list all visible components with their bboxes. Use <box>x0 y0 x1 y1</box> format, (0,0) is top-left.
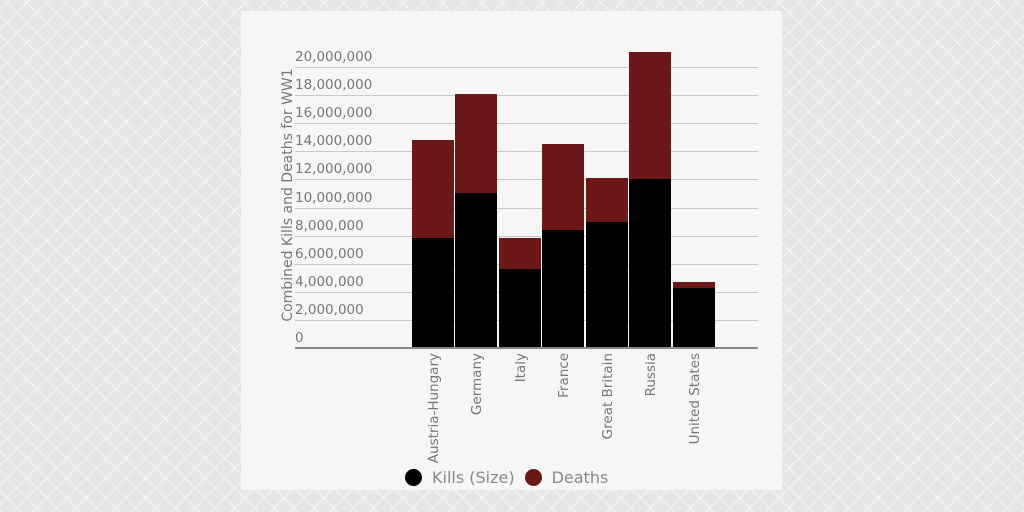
x-axis-line <box>295 347 758 349</box>
bar-france[interactable] <box>542 144 584 348</box>
bar-germany[interactable] <box>455 93 497 348</box>
gridline <box>295 208 758 209</box>
bar-italy[interactable] <box>499 238 541 348</box>
kills-segment[interactable] <box>455 193 497 348</box>
deaths-segment[interactable] <box>499 238 541 270</box>
gridline <box>295 236 758 237</box>
y-tick-label: 2,000,000 <box>295 302 364 318</box>
gridline <box>295 67 758 68</box>
kills-segment[interactable] <box>629 179 671 348</box>
deaths-segment[interactable] <box>542 144 584 230</box>
legend-deaths-marker <box>524 469 542 486</box>
legend-kills-label[interactable]: Kills (Size) <box>432 468 515 487</box>
y-tick-label: 20,000,000 <box>295 49 373 65</box>
bar-russia[interactable] <box>629 51 671 348</box>
kills-segment[interactable] <box>499 269 541 348</box>
deaths-segment[interactable] <box>629 51 671 180</box>
deaths-segment[interactable] <box>412 140 454 239</box>
y-tick-label: 10,000,000 <box>295 190 373 206</box>
y-tick-label: 6,000,000 <box>295 246 364 262</box>
y-tick-label: 18,000,000 <box>295 77 373 93</box>
y-tick-label: 4,000,000 <box>295 274 364 290</box>
y-tick-label: 8,000,000 <box>295 218 364 234</box>
legend-deaths-label[interactable]: Deaths <box>551 468 609 487</box>
kills-segment[interactable] <box>542 229 584 348</box>
y-tick-label: 16,000,000 <box>295 105 373 121</box>
legend-kills-marker <box>405 469 422 486</box>
legend: Kills (Size) Deaths <box>405 468 608 487</box>
kills-segment[interactable] <box>586 221 628 348</box>
kills-segment[interactable] <box>673 287 715 348</box>
deaths-segment[interactable] <box>586 177 628 222</box>
y-tick-label: 14,000,000 <box>295 133 373 149</box>
gridline <box>295 179 758 180</box>
y-tick-label: 0 <box>295 330 304 346</box>
gridline <box>295 151 758 152</box>
bar-austria-hungary[interactable] <box>412 140 454 348</box>
bar-great-britain[interactable] <box>586 177 628 348</box>
gridline <box>295 95 758 96</box>
kills-segment[interactable] <box>412 238 454 348</box>
deaths-segment[interactable] <box>673 281 715 288</box>
bar-united-states[interactable] <box>673 281 715 348</box>
gridline <box>295 123 758 124</box>
deaths-segment[interactable] <box>455 93 497 194</box>
y-tick-label: 12,000,000 <box>295 161 373 177</box>
